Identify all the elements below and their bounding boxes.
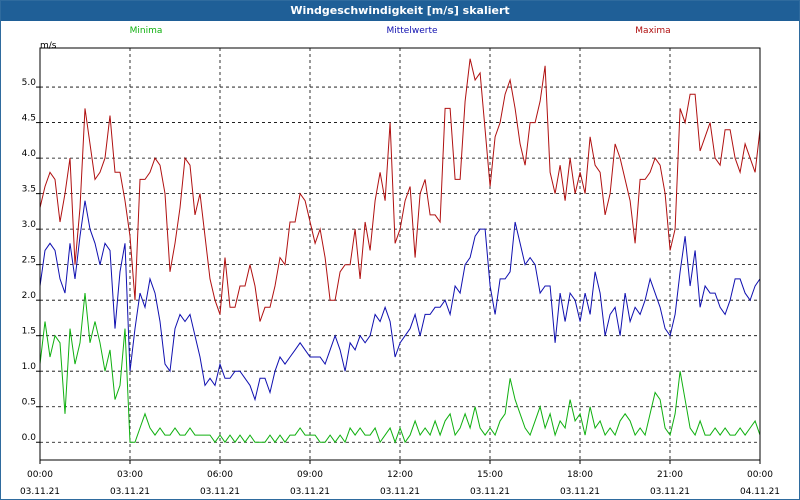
x-tick-time: 00:00 [747, 470, 773, 480]
legend-maxima: Maxima [635, 26, 670, 36]
series-line-max [39, 58, 761, 322]
x-tick-date: 03.11.21 [470, 487, 510, 497]
y-tick-label: 4.5 [22, 114, 36, 124]
y-axis-unit: m/s [40, 41, 57, 51]
y-tick-label: 1.5 [22, 327, 36, 337]
series-lines [39, 58, 761, 444]
x-tick-labels: 00:00 03.11.21 03:00 03.11.21 06:00 03.11.21 0… [20, 460, 780, 497]
grid-lines [40, 48, 760, 460]
window-title: Windgeschwindigkeit [m/s] skaliert [1, 1, 799, 21]
x-tick-date: 03.11.21 [290, 487, 330, 497]
y-tick-label: 2.5 [22, 256, 36, 266]
y-tick-label: 3.5 [22, 185, 36, 195]
legend-minima: Minima [130, 26, 163, 36]
legend-mittelwerte: Mittelwerte [386, 26, 437, 36]
y-tick-label: 0.5 [22, 398, 36, 408]
x-tick-date: 03.11.21 [20, 487, 60, 497]
x-tick-time: 06:00 [207, 470, 233, 480]
x-tick-time: 18:00 [567, 470, 593, 480]
x-tick-date: 04.11.21 [740, 487, 780, 497]
y-tick-label: 5.0 [22, 78, 37, 88]
series-line-min [39, 293, 761, 444]
y-tick-label: 0.0 [22, 433, 37, 443]
x-tick-date: 03.11.21 [110, 487, 150, 497]
y-tick-label: 3.0 [22, 220, 37, 230]
x-tick-time: 09:00 [297, 470, 323, 480]
y-tick-label: 4.0 [22, 149, 37, 159]
x-tick-time: 03:00 [117, 470, 143, 480]
y-tick-labels: 5.0 4.5 4.0 3.5 3.0 2.5 2.0 1.5 1.0 0.5 0.0 [22, 78, 40, 443]
x-tick-date: 03.11.21 [200, 487, 240, 497]
x-tick-date: 03.11.21 [560, 487, 600, 497]
x-tick-date: 03.11.21 [380, 487, 420, 497]
y-tick-label: 2.0 [22, 291, 37, 301]
x-tick-time: 12:00 [387, 470, 413, 480]
y-tick-label: 1.0 [22, 362, 37, 372]
x-tick-time: 00:00 [27, 470, 53, 480]
x-tick-date: 03.11.21 [650, 487, 690, 497]
plot-frame [39, 47, 761, 461]
x-tick-time: 21:00 [657, 470, 683, 480]
x-tick-time: 15:00 [477, 470, 503, 480]
series-line-mean [39, 200, 761, 402]
